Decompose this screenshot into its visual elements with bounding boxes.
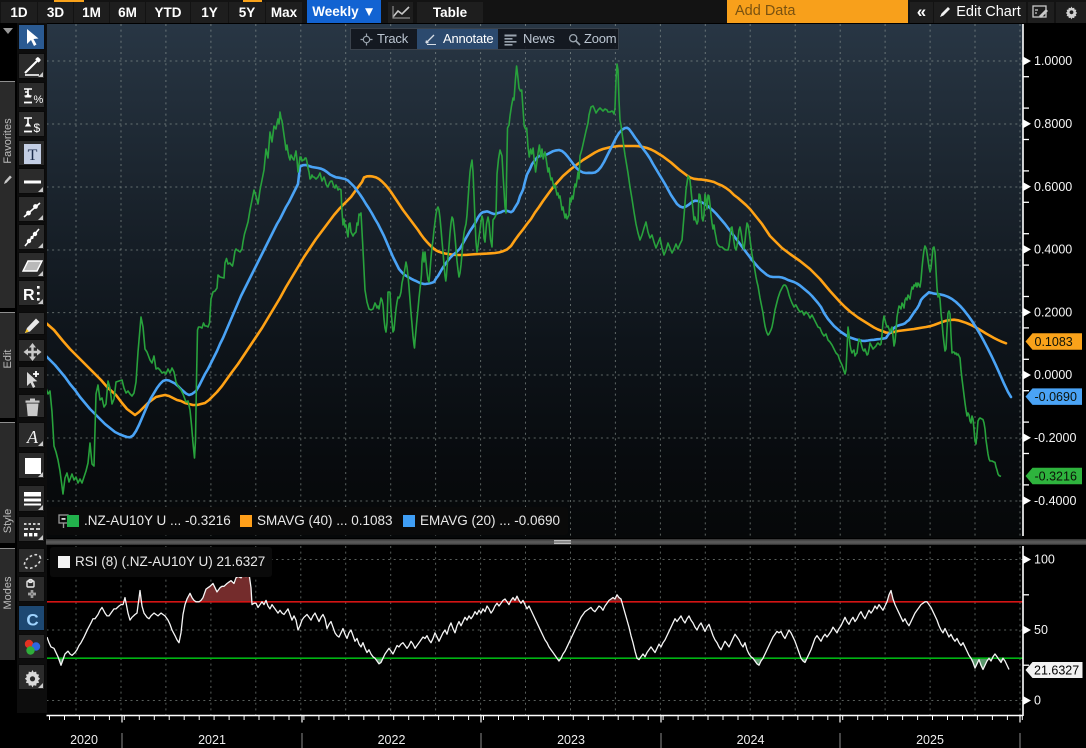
svg-text:Modes: Modes (2, 576, 14, 610)
svg-text:21.6327: 21.6327 (1034, 663, 1079, 677)
svg-text:0.0000: 0.0000 (1034, 368, 1072, 382)
svg-text:-0.0690: -0.0690 (1035, 390, 1077, 404)
svg-text:2020: 2020 (70, 733, 98, 747)
svg-text:C: C (26, 611, 38, 630)
svg-text:Favorites: Favorites (2, 118, 14, 164)
svg-text:2023: 2023 (557, 733, 585, 747)
svg-text:Style: Style (2, 509, 14, 533)
svg-text:0.4000: 0.4000 (1034, 243, 1072, 257)
svg-text:2024: 2024 (737, 733, 765, 747)
svg-text:0.6000: 0.6000 (1034, 180, 1072, 194)
svg-text:2021: 2021 (198, 733, 226, 747)
svg-text:$: $ (34, 121, 41, 135)
svg-text:0.2000: 0.2000 (1034, 305, 1072, 319)
svg-text:0: 0 (1034, 694, 1041, 708)
svg-text:0.1083: 0.1083 (1035, 335, 1073, 349)
svg-text:-0.4000: -0.4000 (1034, 494, 1076, 508)
svg-text:%: % (34, 94, 44, 106)
svg-text:0.8000: 0.8000 (1034, 117, 1072, 131)
svg-text:R: R (23, 287, 35, 304)
svg-text:A: A (26, 427, 39, 447)
svg-text:-0.2000: -0.2000 (1034, 431, 1076, 445)
svg-text:T: T (28, 147, 38, 164)
svg-text:2022: 2022 (378, 733, 406, 747)
svg-text:2025: 2025 (916, 733, 944, 747)
svg-text:Edit: Edit (2, 350, 14, 369)
svg-text:1.0000: 1.0000 (1034, 54, 1072, 68)
svg-text:50: 50 (1034, 623, 1048, 637)
svg-text:100: 100 (1034, 553, 1055, 567)
svg-text:-0.3216: -0.3216 (1035, 469, 1077, 483)
